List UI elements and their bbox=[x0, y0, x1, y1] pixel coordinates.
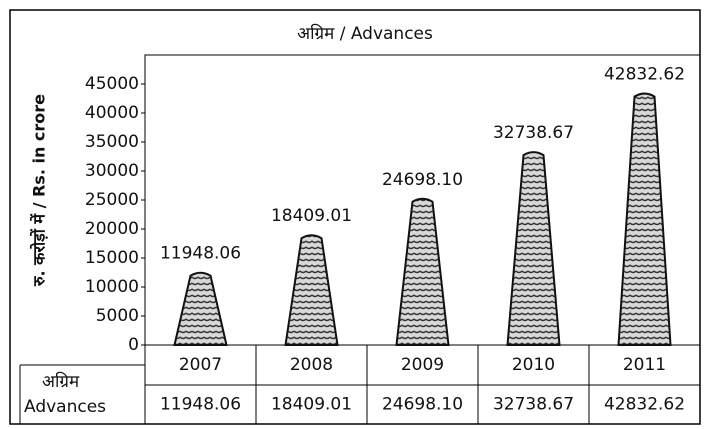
x-tick-label: 2010 bbox=[512, 355, 555, 375]
y-axis-label: रु. करोड़ों में / Rs. in crore bbox=[30, 94, 49, 287]
bar bbox=[617, 92, 672, 346]
x-tick-label: 2009 bbox=[401, 355, 444, 375]
bar bbox=[173, 271, 228, 346]
y-tick-label: 35000 bbox=[85, 132, 139, 152]
data-label: 42832.62 bbox=[604, 65, 685, 85]
y-tick-label: 25000 bbox=[85, 190, 139, 210]
table-value: 11948.06 bbox=[160, 395, 241, 415]
data-label: 24698.10 bbox=[382, 170, 463, 190]
data-label: 32738.67 bbox=[493, 123, 574, 143]
table-value: 24698.10 bbox=[382, 395, 463, 415]
x-tick-label: 2011 bbox=[623, 355, 666, 375]
data-label: 11948.06 bbox=[160, 244, 241, 264]
x-tick-label: 2008 bbox=[290, 355, 333, 375]
table-value: 42832.62 bbox=[604, 395, 685, 415]
table-row-label: अग्रिम bbox=[42, 371, 80, 392]
y-tick-label: 0 bbox=[128, 335, 139, 355]
y-tick-label: 10000 bbox=[85, 277, 139, 297]
y-tick-label: 15000 bbox=[85, 248, 139, 268]
data-label: 18409.01 bbox=[271, 206, 352, 226]
y-tick-label: 20000 bbox=[85, 219, 139, 239]
bar bbox=[284, 234, 339, 346]
frame bbox=[9, 9, 701, 425]
y-tick-label: 30000 bbox=[85, 161, 139, 181]
bar bbox=[506, 151, 561, 346]
table-value: 18409.01 bbox=[271, 395, 352, 415]
table-value: 32738.67 bbox=[493, 395, 574, 415]
y-tick-label: 45000 bbox=[85, 74, 139, 94]
y-tick-label: 40000 bbox=[85, 103, 139, 123]
x-tick-label: 2007 bbox=[179, 355, 222, 375]
y-tick-label: 5000 bbox=[96, 306, 139, 326]
chart-title: अग्रिम / Advances bbox=[297, 23, 433, 44]
bar bbox=[395, 197, 450, 346]
table-row-label: Advances bbox=[24, 397, 106, 417]
